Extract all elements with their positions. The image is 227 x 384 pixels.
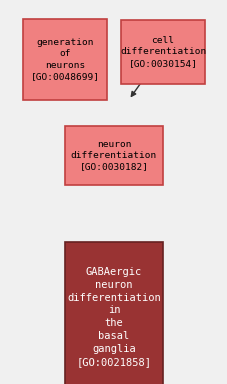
Text: neuron
differentiation
[GO:0030182]: neuron differentiation [GO:0030182]	[71, 139, 156, 172]
FancyBboxPatch shape	[120, 20, 204, 84]
Text: cell
differentiation
[GO:0030154]: cell differentiation [GO:0030154]	[119, 36, 205, 68]
FancyBboxPatch shape	[65, 126, 162, 185]
Text: GABAergic
neuron
differentiation
in
the
basal
ganglia
[GO:0021858]: GABAergic neuron differentiation in the …	[67, 267, 160, 367]
Text: generation
of
neurons
[GO:0048699]: generation of neurons [GO:0048699]	[30, 38, 99, 81]
FancyBboxPatch shape	[65, 242, 162, 384]
FancyBboxPatch shape	[23, 19, 107, 100]
